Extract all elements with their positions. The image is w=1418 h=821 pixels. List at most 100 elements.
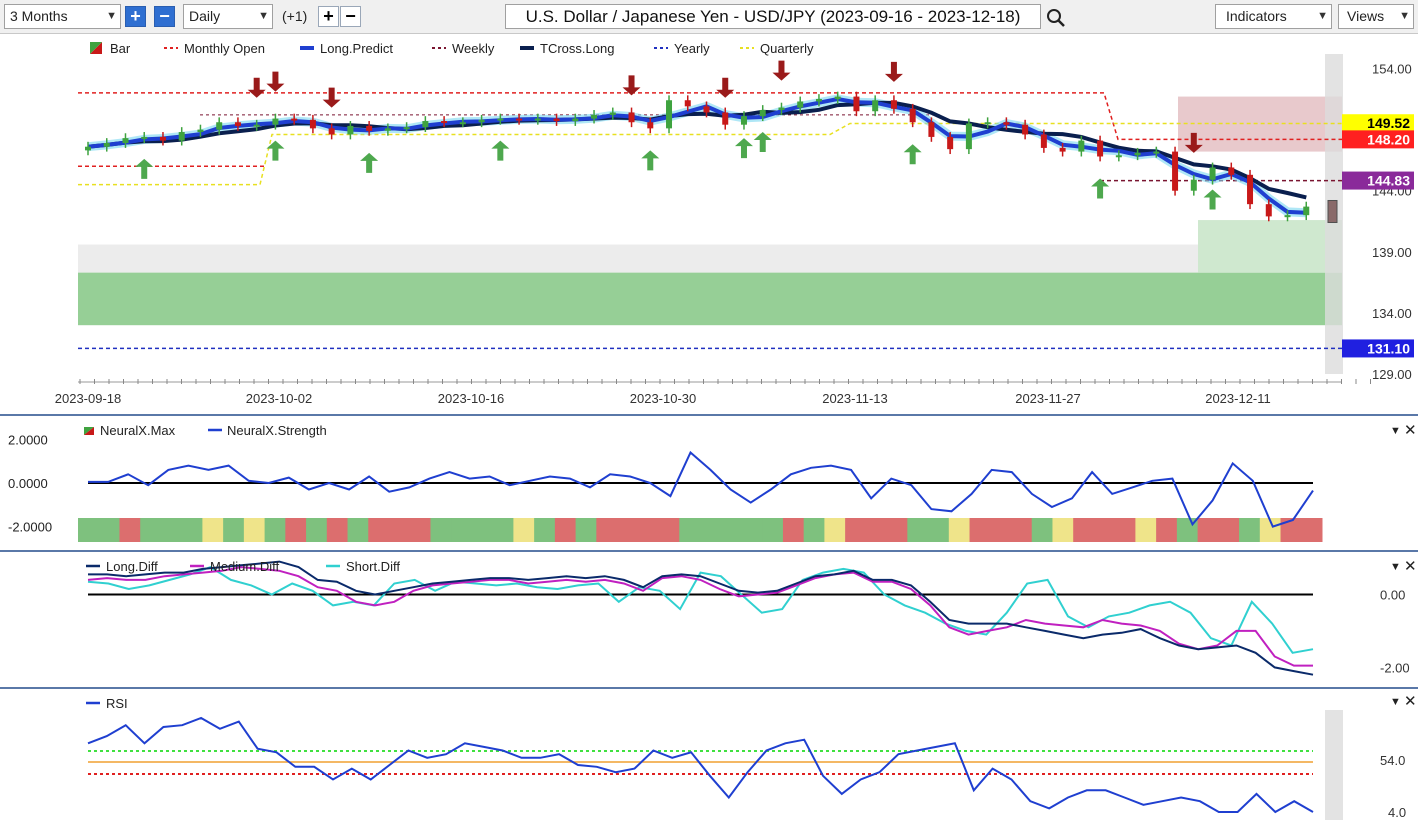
candle-body — [572, 118, 579, 122]
neuralx-max-bar — [990, 518, 1012, 542]
sell-arrow — [266, 71, 285, 92]
legend-label: Long.Diff — [106, 559, 158, 574]
buy-arrow — [903, 144, 922, 165]
candle-body — [1097, 140, 1104, 157]
chart-title[interactable]: U.S. Dollar / Japanese Yen - USD/JPY (20… — [505, 4, 1041, 29]
candle-body — [366, 125, 373, 131]
neuralx-max-bar — [907, 518, 929, 542]
chevron-down-icon: ▼ — [1399, 10, 1410, 22]
candle-body — [834, 96, 841, 100]
future-shade — [1325, 710, 1343, 820]
sell-arrow — [1184, 132, 1203, 153]
search-icon[interactable] — [1046, 8, 1066, 28]
legend-label: Short.Diff — [346, 559, 400, 574]
x-tick-label: 2023-11-13 — [822, 391, 888, 406]
indicators-dropdown[interactable]: Indicators ▼ — [1215, 4, 1332, 29]
neuralx-max-bar — [347, 518, 369, 542]
candle-body — [1247, 174, 1254, 205]
legend-label: Monthly Open — [184, 41, 265, 56]
neuralx-max-bar — [928, 518, 950, 542]
neuralx-max-bar — [1135, 518, 1157, 542]
candle-body — [403, 127, 410, 130]
candle-body — [1003, 122, 1010, 125]
support-zone — [78, 272, 1342, 326]
neuralx-max-bar — [700, 518, 722, 542]
y-tick-label: 139.00 — [1372, 245, 1412, 260]
y-tick-label: 54.0 — [1380, 753, 1405, 768]
candle-body — [1022, 124, 1029, 135]
candle-body — [534, 118, 541, 121]
candle-body — [1134, 152, 1141, 156]
candle-body — [1228, 167, 1235, 175]
candle-body — [1078, 140, 1085, 152]
neuralx-max-bar — [430, 518, 452, 542]
legend-label: Quarterly — [760, 41, 814, 56]
neuralx-max-bar — [1197, 518, 1219, 542]
candle-body — [890, 100, 897, 109]
close-icon: ✕ — [1404, 558, 1417, 575]
neuralx-max-bar — [243, 518, 266, 542]
buy-arrow — [1091, 178, 1110, 199]
legend-label: Weekly — [452, 41, 495, 56]
add-button[interactable]: + — [318, 6, 339, 27]
candle-body — [759, 110, 766, 117]
neuralx-max-bar — [1280, 518, 1302, 542]
rsi-line — [87, 716, 1314, 814]
price-label: 149.52 — [1367, 115, 1410, 131]
candle-body — [872, 100, 879, 112]
candle-body — [347, 125, 354, 135]
neuralx-max-bar — [948, 518, 971, 542]
neuralx-max-bar — [471, 518, 494, 542]
buy-arrow — [135, 158, 154, 179]
neuralx-max-bar — [98, 518, 120, 542]
neuralx-max-bar — [596, 518, 618, 542]
candle-body — [928, 122, 935, 137]
neuralx-max-bar — [492, 518, 514, 542]
candle-body — [459, 122, 466, 125]
neuralx-max-bar — [782, 518, 805, 542]
legend-label: Bar — [110, 41, 131, 56]
candle-body — [1153, 151, 1160, 154]
legend-label: NeuralX.Strength — [227, 423, 327, 438]
buy-arrow — [491, 140, 510, 161]
neuralx-max-bar — [1093, 518, 1116, 542]
candle-body — [234, 122, 241, 126]
sell-arrow — [716, 77, 735, 98]
toolbar: 3 Months ▼ + − Daily ▼ (+1) + − U.S. Dolla… — [0, 0, 1418, 34]
range-select[interactable]: 3 Months ▼ — [4, 4, 121, 29]
neuralx-max-bar — [637, 518, 660, 542]
candle-body — [441, 121, 448, 124]
candle-body — [684, 100, 691, 107]
interval-select[interactable]: Daily ▼ — [183, 4, 273, 29]
y-tick-label: -2.0000 — [8, 520, 52, 535]
offset-label: (+1) — [282, 8, 308, 24]
candle-body — [216, 122, 223, 130]
candle-body — [272, 118, 279, 125]
neuralx-max-bar — [409, 518, 431, 542]
neuralx-max-bar — [326, 518, 349, 542]
indicators-label: Indicators — [1226, 8, 1287, 24]
candle-body — [1284, 215, 1291, 218]
neuralx-max-bar — [119, 518, 141, 542]
neuralx-max-bar — [720, 518, 742, 542]
candle-body — [1172, 151, 1179, 191]
chart-area[interactable]: Bar Monthly Open Long.Predict Weekly TCross.… — [0, 34, 1418, 821]
medium-diff-line — [87, 566, 1313, 667]
candle-body — [647, 122, 654, 129]
price-label-bg — [1342, 171, 1414, 190]
neuralx-max-bar — [264, 518, 286, 542]
price-label-bg — [1342, 130, 1414, 149]
candle-body — [1190, 179, 1197, 191]
candle-body — [159, 136, 166, 141]
candle-body — [141, 136, 148, 139]
candle-body — [740, 116, 747, 125]
x-tick-label: 2023-11-27 — [1015, 391, 1081, 406]
bar-legend-icon — [90, 42, 102, 54]
collapse-icon: ▼ — [1390, 561, 1401, 573]
remove-button[interactable]: − — [340, 6, 361, 27]
views-dropdown[interactable]: Views ▼ — [1338, 4, 1414, 29]
zoom-in-button[interactable]: + — [125, 6, 146, 27]
neuralx-max-bar — [451, 518, 473, 542]
zoom-out-button[interactable]: − — [154, 6, 175, 27]
